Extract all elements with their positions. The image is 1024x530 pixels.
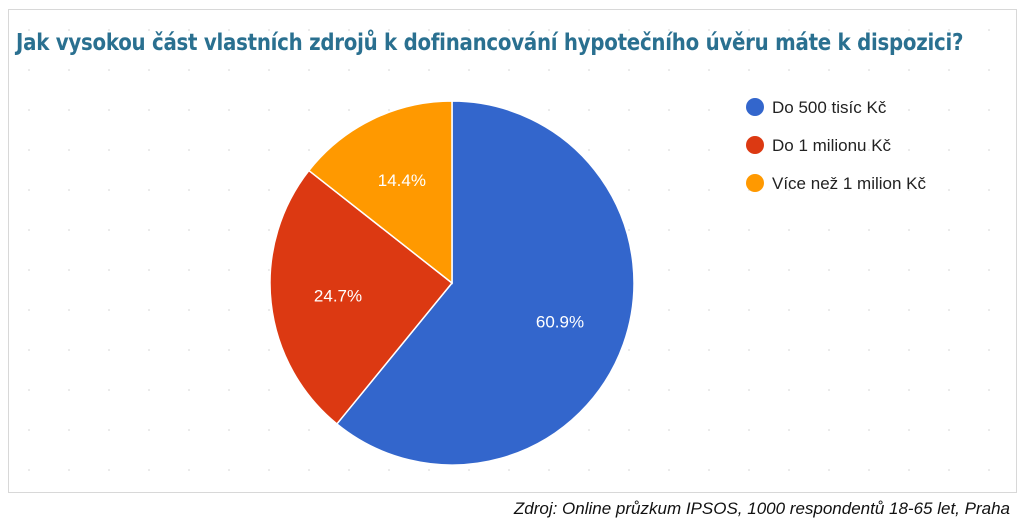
legend-label: Do 500 tisíc Kč <box>772 98 887 117</box>
pie-slice-2[interactable] <box>269 169 454 426</box>
source-note: Zdroj: Online průzkum IPSOS, 1000 respon… <box>513 499 1010 518</box>
pie-slice-3[interactable] <box>307 100 453 285</box>
slice-data-label: 60.9% <box>536 313 584 332</box>
legend-label: Více než 1 milion Kč <box>772 174 927 193</box>
legend-marker <box>746 174 764 192</box>
slice-data-label: 24.7% <box>314 287 362 306</box>
legend-marker <box>746 136 764 154</box>
slice-data-label: 14.4% <box>378 171 426 190</box>
pie-slice-1[interactable] <box>335 100 635 466</box>
legend-marker <box>746 98 764 116</box>
legend-label: Do 1 milionu Kč <box>772 136 892 155</box>
chart-title: Jak vysokou část vlastních zdrojů k dofi… <box>16 30 964 56</box>
